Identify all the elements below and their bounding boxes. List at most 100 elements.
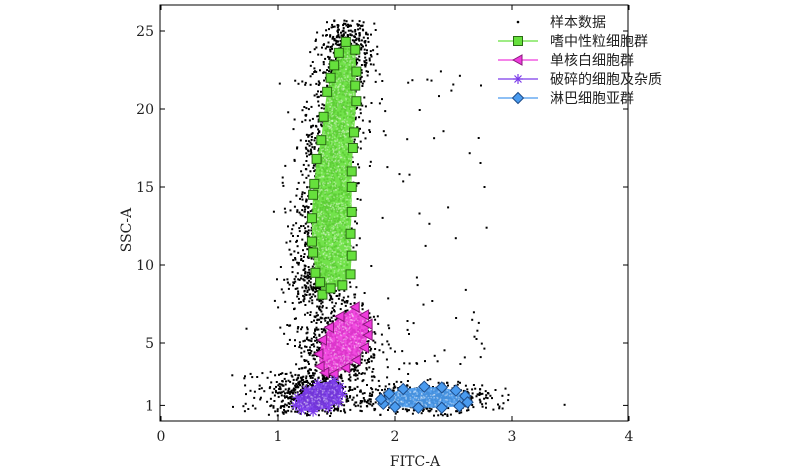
sample-data-point <box>374 332 377 335</box>
sample-data-point <box>361 303 364 306</box>
population-texture-dot <box>334 182 337 185</box>
population-texture-dot <box>346 79 348 81</box>
sample-data-point <box>394 412 397 415</box>
sample-data-point <box>338 293 341 296</box>
sample-data-point <box>290 401 293 404</box>
population-texture-dot <box>323 264 326 266</box>
sample-data-point <box>363 96 366 99</box>
population-texture-dot <box>346 143 349 145</box>
sample-data-point <box>435 410 438 413</box>
population-texture-dot <box>341 269 343 271</box>
sample-data-point <box>300 259 303 261</box>
sample-data-point <box>355 401 358 404</box>
sample-data-point <box>313 147 316 150</box>
sample-data-point <box>287 379 290 382</box>
sample-data-point <box>486 397 489 400</box>
population-texture-dot <box>338 269 340 271</box>
sample-data-point <box>295 383 298 386</box>
sample-data-point <box>360 71 363 74</box>
population-texture-dot <box>322 212 325 215</box>
population-texture-dot <box>345 167 348 170</box>
sample-data-point <box>320 299 323 302</box>
sample-data-point <box>269 397 272 400</box>
sample-data-point <box>290 232 293 235</box>
sample-data-point <box>251 376 254 379</box>
sample-data-point <box>406 320 409 322</box>
sample-data-point <box>393 385 396 388</box>
population-texture-dot <box>321 221 323 224</box>
sample-data-point <box>297 326 300 328</box>
population-texture-dot <box>326 231 328 233</box>
sample-data-point <box>365 362 368 365</box>
population-texture-dot <box>319 213 322 215</box>
population-texture-dot <box>305 403 307 406</box>
sample-data-point <box>316 31 319 34</box>
population-texture-dot <box>331 231 334 234</box>
sample-data-point <box>364 65 367 68</box>
sample-data-point <box>372 63 375 66</box>
sample-data-point <box>293 118 296 121</box>
population-texture-dot <box>352 141 355 143</box>
sample-data-point <box>320 302 323 305</box>
population-texture-dot <box>336 336 338 339</box>
population-texture-dot <box>310 395 312 398</box>
population-texture-dot <box>334 366 337 368</box>
sample-data-point <box>298 278 301 281</box>
population-texture-dot <box>344 80 346 82</box>
sample-data-point <box>426 406 429 409</box>
population-texture-dot <box>342 242 345 245</box>
sample-data-point <box>309 273 311 276</box>
population-texture-dot <box>324 182 326 184</box>
population-texture-dot <box>336 223 338 225</box>
sample-data-point <box>355 58 357 61</box>
sample-data-point <box>309 376 312 379</box>
population-texture-dot <box>340 278 342 280</box>
population-texture-dot <box>337 270 339 272</box>
sample-data-point <box>464 384 467 387</box>
sample-data-point <box>307 363 310 365</box>
population-texture-dot <box>349 313 351 316</box>
sample-data-point <box>372 356 375 359</box>
sample-data-point <box>296 188 299 190</box>
sample-data-point <box>314 282 317 285</box>
population-texture-dot <box>343 362 345 364</box>
sample-data-point <box>304 345 306 348</box>
sample-data-point <box>274 390 277 392</box>
population-texture-dot <box>333 261 335 263</box>
sample-data-point <box>328 28 330 31</box>
population-texture-dot <box>346 248 348 251</box>
sample-data-point <box>330 26 333 29</box>
population-texture-dot <box>316 258 318 260</box>
sample-data-point <box>329 46 332 48</box>
sample-data-point <box>473 335 476 338</box>
sample-data-point <box>388 406 391 409</box>
sample-data-point <box>279 326 282 329</box>
sample-data-point <box>501 407 504 410</box>
population-texture-dot <box>339 80 342 82</box>
sample-data-point <box>286 343 289 345</box>
sample-data-point <box>312 372 314 375</box>
sample-data-point <box>304 230 307 233</box>
sample-data-point <box>349 408 352 411</box>
sample-data-point <box>307 266 310 268</box>
population-texture-dot <box>334 121 336 124</box>
population-texture-dot <box>325 216 327 219</box>
sample-data-point <box>266 376 269 379</box>
population-texture-dot <box>335 329 337 331</box>
population-texture-dot <box>348 328 351 330</box>
sample-data-point <box>305 294 308 296</box>
sample-data-point <box>422 408 425 411</box>
sample-data-point <box>296 147 298 150</box>
sample-data-point <box>334 407 336 410</box>
sample-data-point <box>294 373 297 376</box>
population-texture-dot <box>333 93 336 96</box>
population-texture-dot <box>340 260 342 263</box>
population-texture-dot <box>334 224 337 226</box>
sample-data-point <box>320 53 323 56</box>
sample-data-point <box>355 244 358 247</box>
sample-data-point <box>313 170 316 173</box>
population-texture-dot <box>321 392 324 394</box>
population-texture-dot <box>332 206 334 209</box>
sample-data-point <box>327 323 330 326</box>
population-texture-dot <box>342 220 344 222</box>
